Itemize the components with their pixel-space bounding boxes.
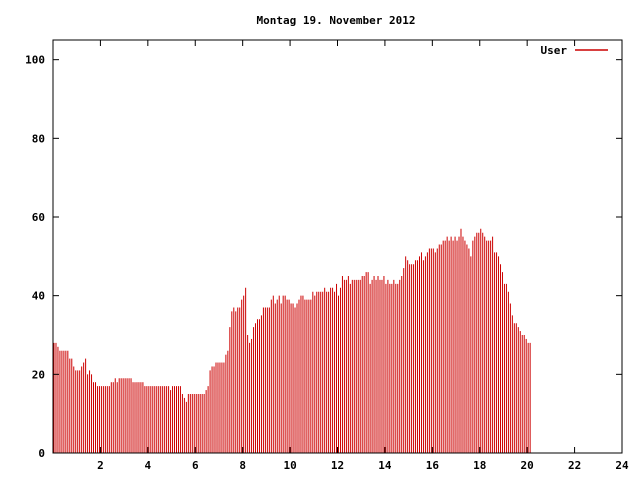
- legend: User: [541, 44, 608, 57]
- y-tick-label: 0: [38, 447, 45, 460]
- y-tick-label: 40: [32, 290, 45, 303]
- x-tick-label: 14: [378, 459, 392, 472]
- x-tick-label: 4: [145, 459, 152, 472]
- legend-label-user: User: [541, 44, 568, 57]
- x-tick-label: 18: [473, 459, 486, 472]
- x-tick-label: 10: [283, 459, 296, 472]
- x-tick-label: 8: [239, 459, 246, 472]
- bar-series: [53, 228, 531, 453]
- x-tick-label: 16: [426, 459, 440, 472]
- x-tick-label: 2: [97, 459, 104, 472]
- chart-title: Montag 19. November 2012: [257, 14, 416, 27]
- y-tick-label: 100: [25, 54, 45, 67]
- x-tick-label: 20: [521, 459, 534, 472]
- y-tick-label: 60: [32, 211, 45, 224]
- y-tick-label: 80: [32, 132, 45, 145]
- x-tick-label: 24: [615, 459, 629, 472]
- x-tick-label: 6: [192, 459, 199, 472]
- x-tick-label: 12: [331, 459, 344, 472]
- x-tick-label: 22: [568, 459, 581, 472]
- y-tick-label: 20: [32, 368, 45, 381]
- plot-frame: [52, 39, 623, 454]
